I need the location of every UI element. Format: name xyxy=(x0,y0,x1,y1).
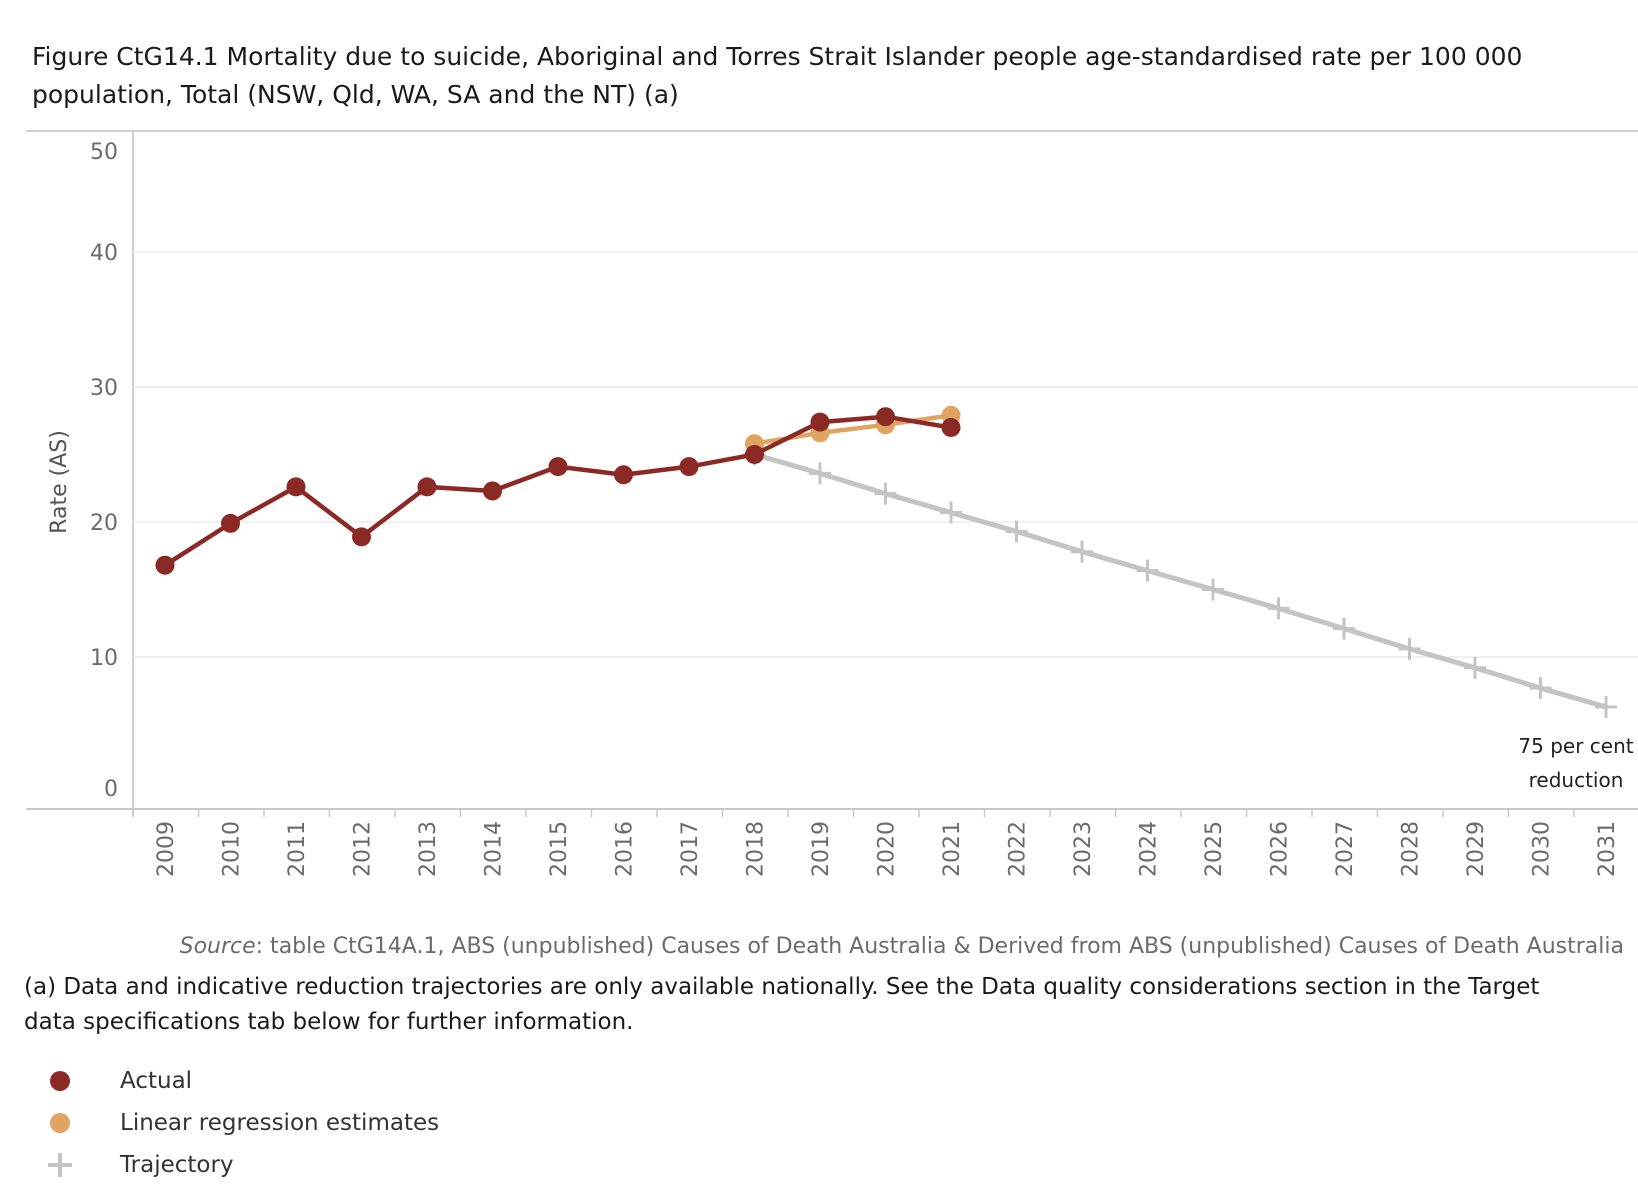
legend-item-regression[interactable]: Linear regression estimates xyxy=(40,1102,439,1144)
trajectory-plus-icon xyxy=(48,1153,72,1177)
actual-point xyxy=(352,527,371,547)
x-tick-label: 2009 xyxy=(154,821,179,877)
series-layer xyxy=(155,405,1617,718)
source-text: : table CtG14A.1, ABS (unpublished) Caus… xyxy=(255,934,1624,959)
actual-line xyxy=(162,414,954,568)
title-line-2: population, Total (NSW, Qld, WA, SA and … xyxy=(32,80,679,109)
x-tick-label: 2030 xyxy=(1530,821,1555,877)
x-tick-label: 2021 xyxy=(940,821,965,877)
regression-dot-icon xyxy=(50,1113,70,1133)
actual-point xyxy=(679,457,699,477)
x-tick-label: 2019 xyxy=(809,821,834,877)
legend-label-trajectory: Trajectory xyxy=(120,1152,234,1178)
trajectory-point xyxy=(874,482,897,505)
trajectory-point xyxy=(1595,695,1617,718)
x-tick-label: 2016 xyxy=(613,821,638,877)
trajectory-point xyxy=(1398,637,1421,660)
actual-point xyxy=(941,418,961,437)
x-tick-label: 2013 xyxy=(416,821,441,877)
plot-frame xyxy=(26,130,1638,816)
title-line-1: Figure CtG14.1 Mortality due to suicide,… xyxy=(32,42,1523,71)
trajectory-point xyxy=(1529,677,1552,700)
x-tick-label: 2029 xyxy=(1464,821,1489,877)
y-tick-label: 30 xyxy=(90,376,118,401)
trajectory-point xyxy=(1005,520,1028,543)
legend-item-actual[interactable]: Actual xyxy=(40,1060,439,1102)
x-tick-label: 2031 xyxy=(1595,821,1620,877)
actual-point xyxy=(483,481,502,501)
annotation-line-1: 75 per cent xyxy=(1518,734,1633,758)
source-label: Source xyxy=(179,934,256,959)
y-tick-label: 0 xyxy=(104,777,118,802)
trajectory-point xyxy=(1202,578,1224,601)
y-tick-label: 10 xyxy=(90,646,118,671)
y-axis-ticks: 0 10 20 30 40 50 xyxy=(90,140,118,802)
actual-point xyxy=(876,407,895,427)
legend: Actual Linear regression estimates Traje… xyxy=(40,1060,439,1186)
actual-point xyxy=(810,412,830,432)
x-tick-label: 2025 xyxy=(1202,821,1227,877)
x-tick-label: 2022 xyxy=(1006,821,1031,877)
trajectory-point xyxy=(1267,597,1290,620)
x-tick-label: 2020 xyxy=(875,821,900,877)
y-tick-label: 50 xyxy=(90,140,118,165)
y-tick-label: 20 xyxy=(90,511,118,536)
gridlines xyxy=(133,251,1638,658)
x-tick-label: 2018 xyxy=(744,821,769,877)
actual-point xyxy=(745,445,764,464)
x-tick-label: 2026 xyxy=(1268,821,1293,877)
x-tick-label: 2010 xyxy=(220,821,245,877)
legend-item-trajectory[interactable]: Trajectory xyxy=(40,1144,439,1186)
x-tick-label: 2017 xyxy=(678,821,703,877)
trajectory-point xyxy=(1464,656,1486,679)
legend-label-actual: Actual xyxy=(120,1068,193,1094)
x-tick-label: 2011 xyxy=(285,821,310,877)
chart-title: Figure CtG14.1 Mortality due to suicide,… xyxy=(32,38,1592,114)
actual-point xyxy=(548,457,568,477)
actual-point xyxy=(221,513,240,533)
y-tick-label: 40 xyxy=(90,241,118,266)
actual-point xyxy=(286,477,306,497)
actual-point xyxy=(417,477,437,497)
x-tick-label: 2023 xyxy=(1071,821,1096,877)
annotation-line-2: reduction xyxy=(1529,768,1624,792)
trajectory-line xyxy=(752,452,1609,710)
y-axis-label: Rate (AS) xyxy=(47,430,72,534)
x-tick-label: 2014 xyxy=(482,821,507,877)
x-tick-label: 2028 xyxy=(1399,821,1424,877)
footnote: (a) Data and indicative reduction trajec… xyxy=(24,974,1540,1035)
actual-point xyxy=(155,555,175,575)
trajectory-point xyxy=(1136,559,1159,582)
legend-label-regression: Linear regression estimates xyxy=(120,1110,440,1136)
actual-dot-icon xyxy=(50,1071,70,1091)
trajectory-point xyxy=(809,462,831,485)
trajectory-point xyxy=(940,501,962,524)
x-tick-label: 2012 xyxy=(351,821,376,877)
actual-point xyxy=(614,465,633,485)
x-axis-ticks: 2009 2010 2011 2012 2013 2014 2015 2016 2017 2018… xyxy=(132,809,1620,877)
trajectory-point xyxy=(1333,617,1355,640)
x-tick-label: 2024 xyxy=(1137,821,1162,877)
x-tick-label: 2015 xyxy=(547,821,572,877)
x-tick-label: 2027 xyxy=(1333,821,1358,877)
trajectory-point xyxy=(1071,540,1093,563)
source-note: Source: table CtG14A.1, ABS (unpublished… xyxy=(180,934,1624,959)
